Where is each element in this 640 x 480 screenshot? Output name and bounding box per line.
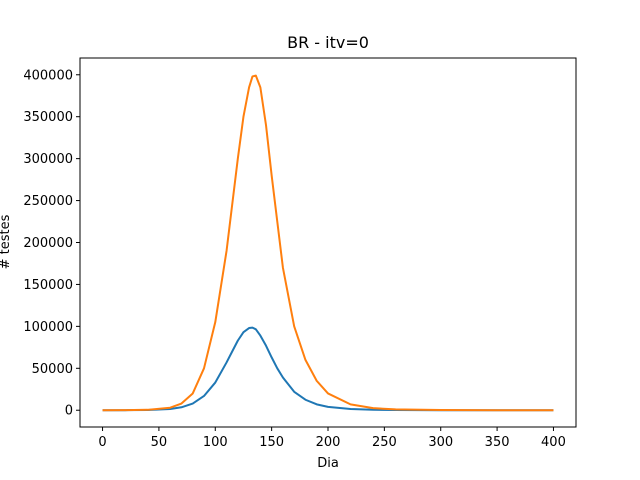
y-tick-label: 250000 — [23, 194, 73, 209]
x-tick-label: 200 — [316, 435, 341, 450]
y-tick-label: 400000 — [23, 68, 73, 83]
x-tick-label: 400 — [541, 435, 566, 450]
series-line-1 — [102, 326, 554, 412]
x-tick-label: 250 — [372, 435, 397, 450]
x-tick-label: 350 — [485, 435, 510, 450]
plot-area — [102, 74, 554, 412]
y-axis-label: # testes — [0, 214, 13, 269]
y-tick-label: 200000 — [23, 236, 73, 251]
chart-title: BR - itv=0 — [287, 33, 369, 52]
x-tick-label: 50 — [151, 435, 168, 450]
y-tick-label: 300000 — [23, 152, 73, 167]
x-tick-label: 0 — [98, 435, 106, 450]
y-tick-label: 100000 — [23, 320, 73, 335]
x-axis: 0 50 100 150 200 250 300 350 400 — [98, 427, 566, 450]
y-axis: 0 50000 100000 150000 200000 250000 300000 3500… — [23, 68, 80, 419]
x-axis-label: Dia — [317, 456, 339, 471]
y-tick-label: 350000 — [23, 110, 73, 125]
x-tick-label: 300 — [428, 435, 453, 450]
series-line-2 — [102, 74, 554, 412]
y-tick-label: 150000 — [23, 278, 73, 293]
x-tick-label: 150 — [259, 435, 284, 450]
y-tick-label: 0 — [65, 404, 73, 419]
plot-frame — [79, 57, 577, 428]
x-tick-label: 100 — [203, 435, 228, 450]
y-tick-label: 50000 — [32, 362, 73, 377]
